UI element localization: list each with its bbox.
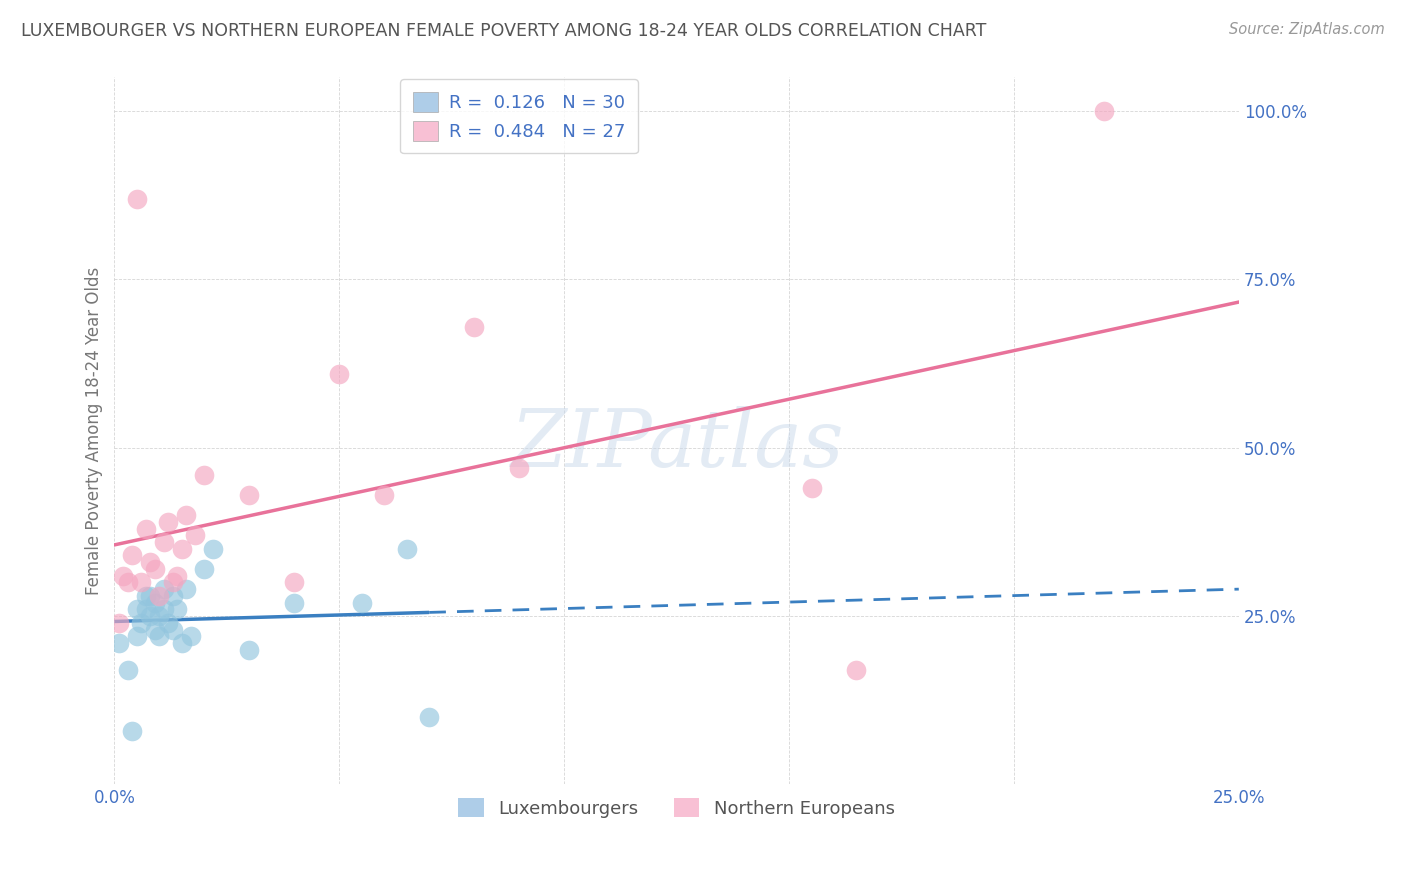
Point	[373, 488, 395, 502]
Point	[238, 488, 260, 502]
Point	[131, 575, 153, 590]
Point	[135, 589, 157, 603]
Point	[180, 629, 202, 643]
Point	[1092, 104, 1115, 119]
Point	[184, 528, 207, 542]
Text: ZIPatlas: ZIPatlas	[510, 407, 844, 483]
Point	[117, 575, 139, 590]
Point	[283, 575, 305, 590]
Point	[193, 562, 215, 576]
Point	[418, 710, 440, 724]
Point	[131, 615, 153, 630]
Point	[166, 568, 188, 582]
Point	[800, 481, 823, 495]
Point	[176, 508, 198, 522]
Point	[148, 609, 170, 624]
Point	[135, 522, 157, 536]
Point	[125, 629, 148, 643]
Point	[125, 192, 148, 206]
Point	[162, 623, 184, 637]
Point	[112, 568, 135, 582]
Point	[125, 602, 148, 616]
Point	[328, 367, 350, 381]
Point	[139, 589, 162, 603]
Point	[143, 596, 166, 610]
Point	[170, 636, 193, 650]
Point	[148, 629, 170, 643]
Y-axis label: Female Poverty Among 18-24 Year Olds: Female Poverty Among 18-24 Year Olds	[86, 267, 103, 595]
Point	[157, 615, 180, 630]
Point	[238, 642, 260, 657]
Point	[153, 602, 176, 616]
Point	[193, 467, 215, 482]
Text: Source: ZipAtlas.com: Source: ZipAtlas.com	[1229, 22, 1385, 37]
Point	[108, 636, 131, 650]
Point	[117, 663, 139, 677]
Point	[395, 541, 418, 556]
Point	[143, 562, 166, 576]
Legend: Luxembourgers, Northern Europeans: Luxembourgers, Northern Europeans	[451, 790, 903, 825]
Point	[139, 609, 162, 624]
Point	[153, 582, 176, 596]
Point	[166, 602, 188, 616]
Point	[283, 596, 305, 610]
Point	[176, 582, 198, 596]
Point	[463, 319, 485, 334]
Point	[845, 663, 868, 677]
Point	[121, 549, 143, 563]
Point	[350, 596, 373, 610]
Point	[135, 602, 157, 616]
Point	[139, 555, 162, 569]
Point	[170, 541, 193, 556]
Point	[162, 589, 184, 603]
Point	[508, 461, 530, 475]
Point	[121, 723, 143, 738]
Point	[148, 589, 170, 603]
Point	[157, 515, 180, 529]
Point	[108, 615, 131, 630]
Point	[143, 623, 166, 637]
Point	[153, 535, 176, 549]
Text: LUXEMBOURGER VS NORTHERN EUROPEAN FEMALE POVERTY AMONG 18-24 YEAR OLDS CORRELATI: LUXEMBOURGER VS NORTHERN EUROPEAN FEMALE…	[21, 22, 987, 40]
Point	[202, 541, 225, 556]
Point	[162, 575, 184, 590]
